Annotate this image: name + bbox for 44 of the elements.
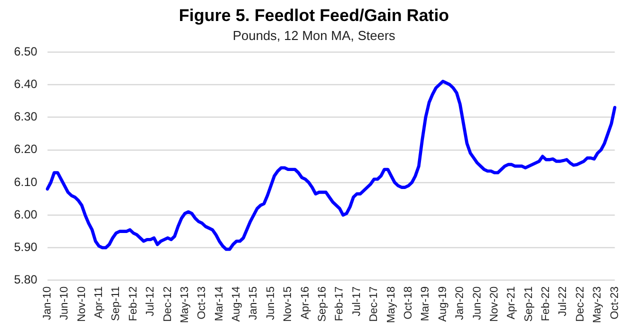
- x-tick-label: Feb-12: [127, 286, 140, 322]
- x-tick-label: Jan-20: [454, 286, 466, 320]
- x-tick-label: Nov-20: [488, 286, 500, 322]
- x-tick-label: Dec-22: [574, 286, 586, 322]
- x-tick-label: Sep-11: [110, 286, 122, 321]
- x-tick-label: Dec-17: [368, 286, 380, 322]
- x-tick-label: Apr-11: [92, 286, 105, 319]
- x-tick-label: Jun-15: [264, 286, 277, 320]
- y-tick-label: 6.30: [14, 110, 38, 124]
- y-tick-label: 6.00: [14, 207, 38, 222]
- y-tick-label: 5.80: [14, 272, 38, 287]
- x-tick-label: Jul-22: [557, 286, 570, 316]
- x-tick-label: Feb-22: [540, 286, 552, 322]
- x-tick-label: Oct-18: [402, 286, 414, 320]
- x-tick-label: Jul-12: [144, 286, 157, 316]
- x-tick-label: May-23: [592, 286, 604, 324]
- x-tick-label: Nov-10: [76, 286, 88, 322]
- x-tick-label: May-18: [385, 286, 398, 324]
- y-tick-label: 6.10: [14, 174, 38, 189]
- x-tick-label: Dec-12: [162, 286, 174, 322]
- x-tick-label: Jun-10: [58, 286, 71, 320]
- x-tick-label: Jun-20: [471, 286, 484, 320]
- x-tick-label: Nov-15: [282, 286, 294, 322]
- x-tick-label: Oct-23: [608, 286, 621, 320]
- x-tick-label: Oct-13: [196, 286, 208, 320]
- y-tick-label: 6.20: [14, 142, 38, 156]
- x-tick-label: Apr-16: [299, 286, 312, 320]
- x-tick-label: Apr-21: [506, 286, 518, 320]
- x-tick-label: Jan-10: [41, 286, 54, 320]
- y-tick-label: 5.90: [14, 240, 38, 254]
- x-tick-label: May-13: [178, 286, 191, 324]
- x-tick-label: Aug-19: [436, 286, 449, 322]
- x-tick-label: Jul-17: [350, 286, 363, 316]
- x-tick-label: Mar-19: [420, 286, 432, 322]
- y-tick-label: 6.40: [14, 76, 38, 91]
- chart-subtitle: Pounds, 12 Mon MA, Steers: [232, 28, 396, 43]
- y-tick-label: 6.50: [14, 44, 38, 58]
- x-tick-label: Mar-14: [213, 286, 226, 322]
- x-tick-label: Jan-15: [248, 286, 260, 320]
- chart-title: Figure 5. Feedlot Feed/Gain Ratio: [178, 6, 450, 25]
- x-tick-label: Aug-14: [230, 286, 243, 322]
- x-tick-label: Sep-16: [316, 286, 329, 322]
- x-tick-label: Sep-21: [522, 286, 535, 322]
- x-tick-label: Feb-17: [334, 286, 346, 322]
